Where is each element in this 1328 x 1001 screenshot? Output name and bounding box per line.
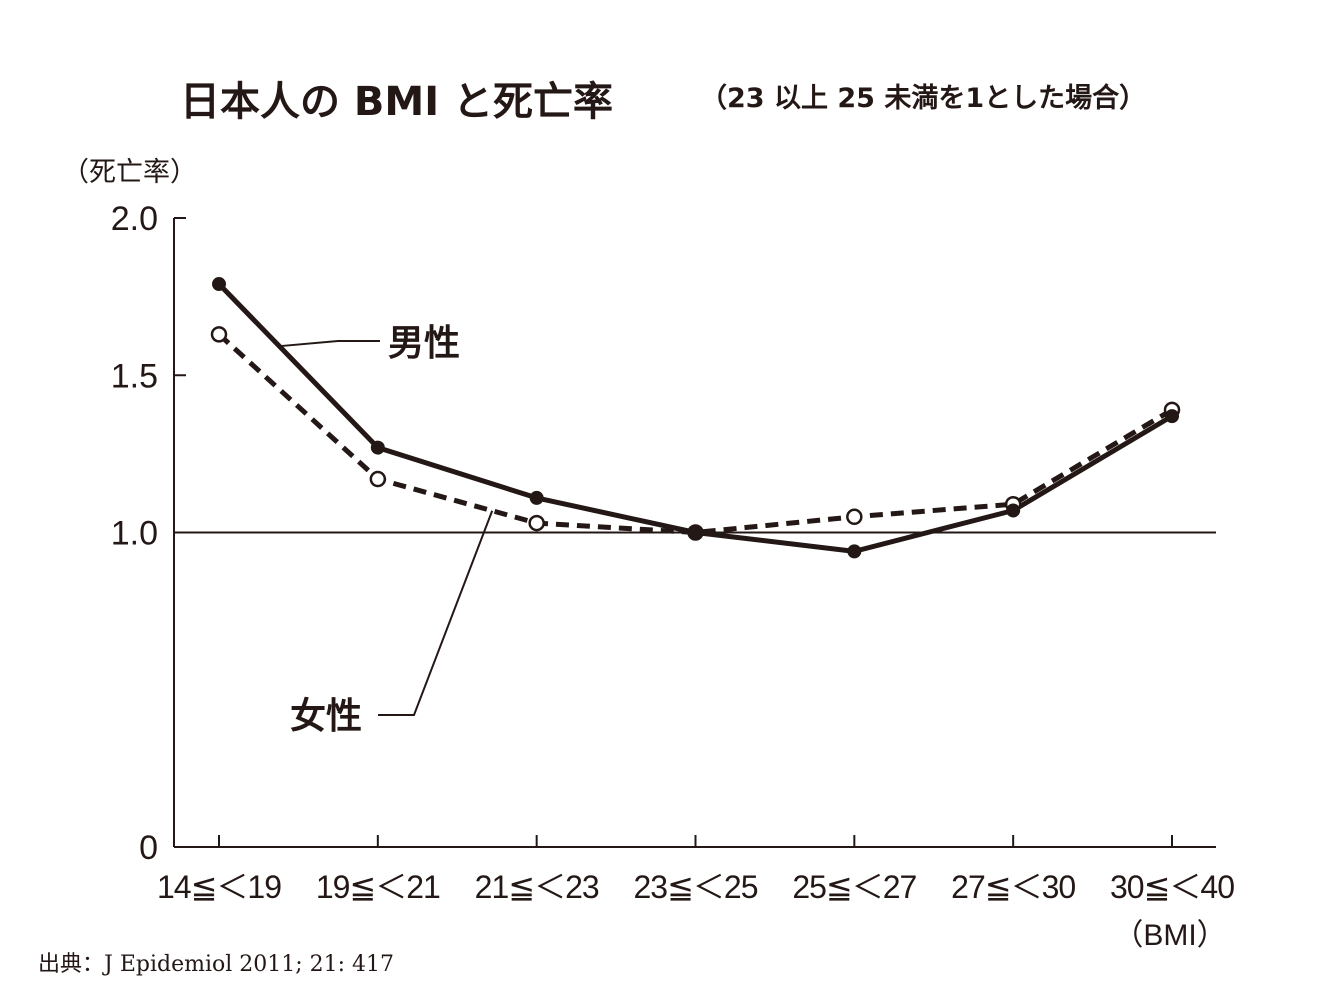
- male-data-point: [688, 525, 703, 540]
- y-axis-label: （死亡率）: [62, 157, 197, 188]
- y-tick-label: 1.5: [111, 357, 158, 395]
- x-ticks: 14≦＜19 19≦＜21 21≦＜23 23≦＜25 25≦＜27 27≦＜30 30≦＜…: [157, 835, 1235, 905]
- female-data-point: [210, 326, 228, 343]
- chart-subtitle: （23 以上 25 未満を1とした場合）: [700, 82, 1146, 114]
- series-label-female: 女性: [290, 696, 362, 737]
- series-markers: [210, 277, 1181, 559]
- series-line-male: [217, 282, 1174, 554]
- y-tick-label: 2.0: [111, 200, 158, 238]
- male-data-point: [1006, 503, 1021, 518]
- male-callout-line: [279, 340, 380, 348]
- x-tick-label: 30≦＜40: [1110, 869, 1234, 905]
- y-ticks: 0 1.0 1.5 2.0: [111, 200, 186, 867]
- chart-title: 日本人の BMI と死亡率: [180, 79, 613, 125]
- x-axis-unit-label: （BMI）: [1113, 919, 1226, 952]
- series-label-male: 男性: [388, 323, 460, 364]
- x-tick-label: 25≦＜27: [792, 869, 916, 905]
- x-tick-label: 23≦＜25: [633, 869, 757, 905]
- x-tick-label: 27≦＜30: [951, 869, 1075, 905]
- y-tick-label: 0: [139, 829, 158, 867]
- source-citation: 出典：J Epidemiol 2011; 21: 417: [38, 952, 394, 977]
- male-data-point: [847, 544, 862, 559]
- female-data-point: [369, 470, 387, 488]
- male-data-point: [1165, 409, 1179, 424]
- x-tick-label: 21≦＜23: [475, 869, 599, 905]
- male-data-point: [370, 440, 385, 455]
- x-tick-label: 14≦＜19: [157, 869, 281, 905]
- female-data-point: [846, 508, 863, 526]
- female-data-point: [528, 514, 545, 532]
- x-tick-label: 19≦＜21: [316, 869, 440, 905]
- legend-callouts: [279, 340, 494, 716]
- male-data-point: [212, 277, 226, 292]
- male-data-point: [529, 490, 544, 505]
- y-tick-label: 1.0: [111, 515, 158, 553]
- series-lines: [217, 282, 1174, 554]
- female-callout-line: [378, 510, 494, 716]
